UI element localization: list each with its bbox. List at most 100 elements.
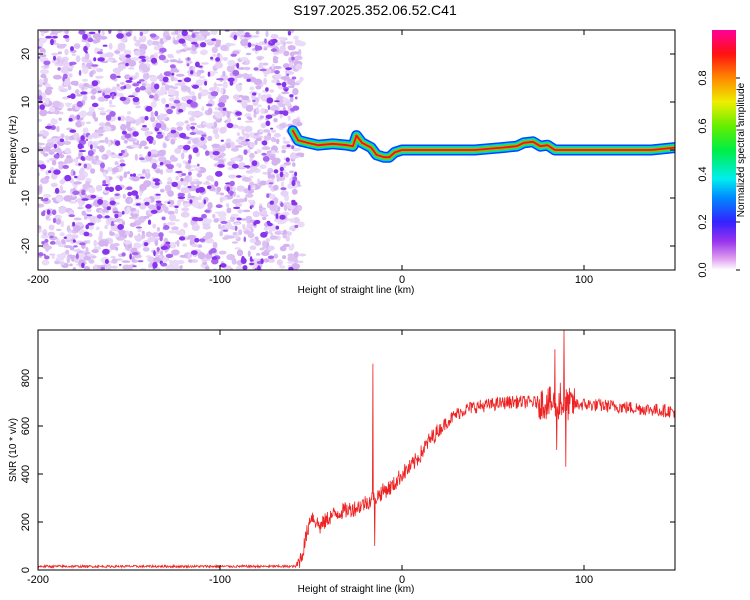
noise-blob bbox=[249, 175, 254, 179]
noise-blob bbox=[220, 216, 226, 220]
noise-blob bbox=[58, 117, 62, 121]
noise-blob bbox=[192, 137, 199, 144]
noise-blob bbox=[114, 193, 120, 197]
noise-blob bbox=[154, 239, 159, 246]
colorbar-tick-label: 0.4 bbox=[697, 166, 709, 181]
noise-blob bbox=[268, 225, 278, 232]
noise-blob bbox=[75, 55, 81, 63]
noise-blob bbox=[177, 192, 185, 197]
noise-blob bbox=[88, 106, 95, 112]
noise-blob bbox=[260, 231, 268, 238]
noise-blob bbox=[145, 105, 153, 112]
bottom-axes-frame bbox=[37, 329, 676, 571]
noise-blob bbox=[186, 63, 190, 67]
noise-blob bbox=[233, 34, 238, 41]
noise-blob bbox=[287, 255, 295, 262]
noise-blob bbox=[253, 132, 259, 137]
noise-blob bbox=[72, 267, 76, 270]
noise-blob bbox=[97, 198, 104, 205]
noise-blob bbox=[282, 255, 287, 260]
noise-blob bbox=[219, 192, 225, 196]
noise-blob bbox=[155, 133, 164, 139]
noise-blob bbox=[281, 149, 287, 154]
noise-blob bbox=[86, 133, 89, 138]
noise-blob bbox=[189, 132, 197, 135]
noise-blob bbox=[49, 106, 56, 113]
noise-blob bbox=[279, 245, 287, 252]
noise-blob bbox=[158, 54, 166, 61]
noise-blob bbox=[181, 173, 187, 176]
noise-blob bbox=[188, 154, 192, 161]
noise-blob bbox=[249, 259, 254, 262]
noise-blob bbox=[273, 253, 279, 259]
noise-blob bbox=[149, 94, 154, 99]
noise-blob bbox=[212, 242, 217, 250]
noise-blob bbox=[99, 35, 108, 40]
noise-blob bbox=[163, 206, 169, 214]
noise-blob bbox=[69, 129, 77, 133]
noise-blob bbox=[95, 75, 104, 79]
noise-blob bbox=[147, 151, 152, 157]
noise-blob bbox=[194, 167, 201, 171]
noise-blob bbox=[162, 257, 169, 263]
noise-blob bbox=[90, 66, 98, 69]
noise-blob bbox=[102, 44, 108, 47]
noise-blob bbox=[187, 159, 192, 164]
noise-blob bbox=[80, 156, 85, 161]
noise-blob bbox=[115, 247, 119, 251]
noise-blob bbox=[235, 139, 242, 143]
noise-blob bbox=[201, 134, 207, 137]
noise-blob bbox=[129, 253, 132, 260]
noise-blob bbox=[53, 110, 61, 115]
noise-blob bbox=[272, 55, 278, 63]
noise-blob bbox=[212, 151, 220, 156]
noise-blob bbox=[219, 126, 227, 134]
noise-blob bbox=[112, 67, 122, 74]
noise-blob bbox=[44, 239, 49, 243]
noise-blob bbox=[119, 96, 127, 101]
noise-blob bbox=[212, 53, 217, 57]
noise-blob bbox=[190, 259, 199, 263]
noise-blob bbox=[286, 144, 291, 148]
noise-blob bbox=[99, 230, 103, 238]
noise-blob bbox=[105, 58, 115, 62]
noise-blob bbox=[230, 215, 235, 222]
noise-blob bbox=[60, 220, 65, 228]
noise-blob bbox=[226, 111, 231, 119]
noise-blob bbox=[173, 99, 181, 104]
noise-blob bbox=[226, 65, 235, 73]
noise-blob bbox=[102, 180, 107, 185]
noise-blob bbox=[277, 220, 287, 224]
noise-blob bbox=[82, 95, 88, 101]
noise-blob bbox=[162, 30, 171, 33]
noise-blob bbox=[205, 150, 210, 156]
noise-blob bbox=[218, 145, 226, 152]
noise-blob bbox=[122, 193, 126, 199]
noise-blob bbox=[59, 138, 65, 143]
noise-blob bbox=[162, 76, 169, 83]
noise-blob bbox=[252, 92, 257, 96]
noise-blob bbox=[51, 59, 58, 64]
noise-blob bbox=[86, 208, 92, 213]
noise-blob bbox=[146, 39, 153, 46]
noise-blob bbox=[81, 198, 89, 201]
noise-blob bbox=[263, 47, 268, 51]
noise-blob bbox=[149, 76, 158, 83]
noise-blob bbox=[187, 57, 190, 61]
noise-blob bbox=[227, 219, 231, 227]
noise-blob bbox=[265, 87, 269, 92]
noise-blob bbox=[188, 91, 196, 96]
noise-blob bbox=[52, 100, 61, 108]
noise-blob bbox=[291, 51, 300, 55]
noise-blob bbox=[169, 64, 176, 69]
noise-blob bbox=[281, 145, 288, 150]
noise-blob bbox=[69, 200, 77, 204]
noise-blob bbox=[292, 105, 300, 111]
noise-blob bbox=[252, 99, 256, 102]
noise-blob bbox=[59, 185, 64, 193]
noise-blob bbox=[64, 147, 72, 154]
noise-blob bbox=[251, 160, 258, 167]
noise-blob bbox=[62, 66, 68, 72]
noise-blob bbox=[207, 71, 211, 77]
noise-blob bbox=[99, 112, 107, 116]
